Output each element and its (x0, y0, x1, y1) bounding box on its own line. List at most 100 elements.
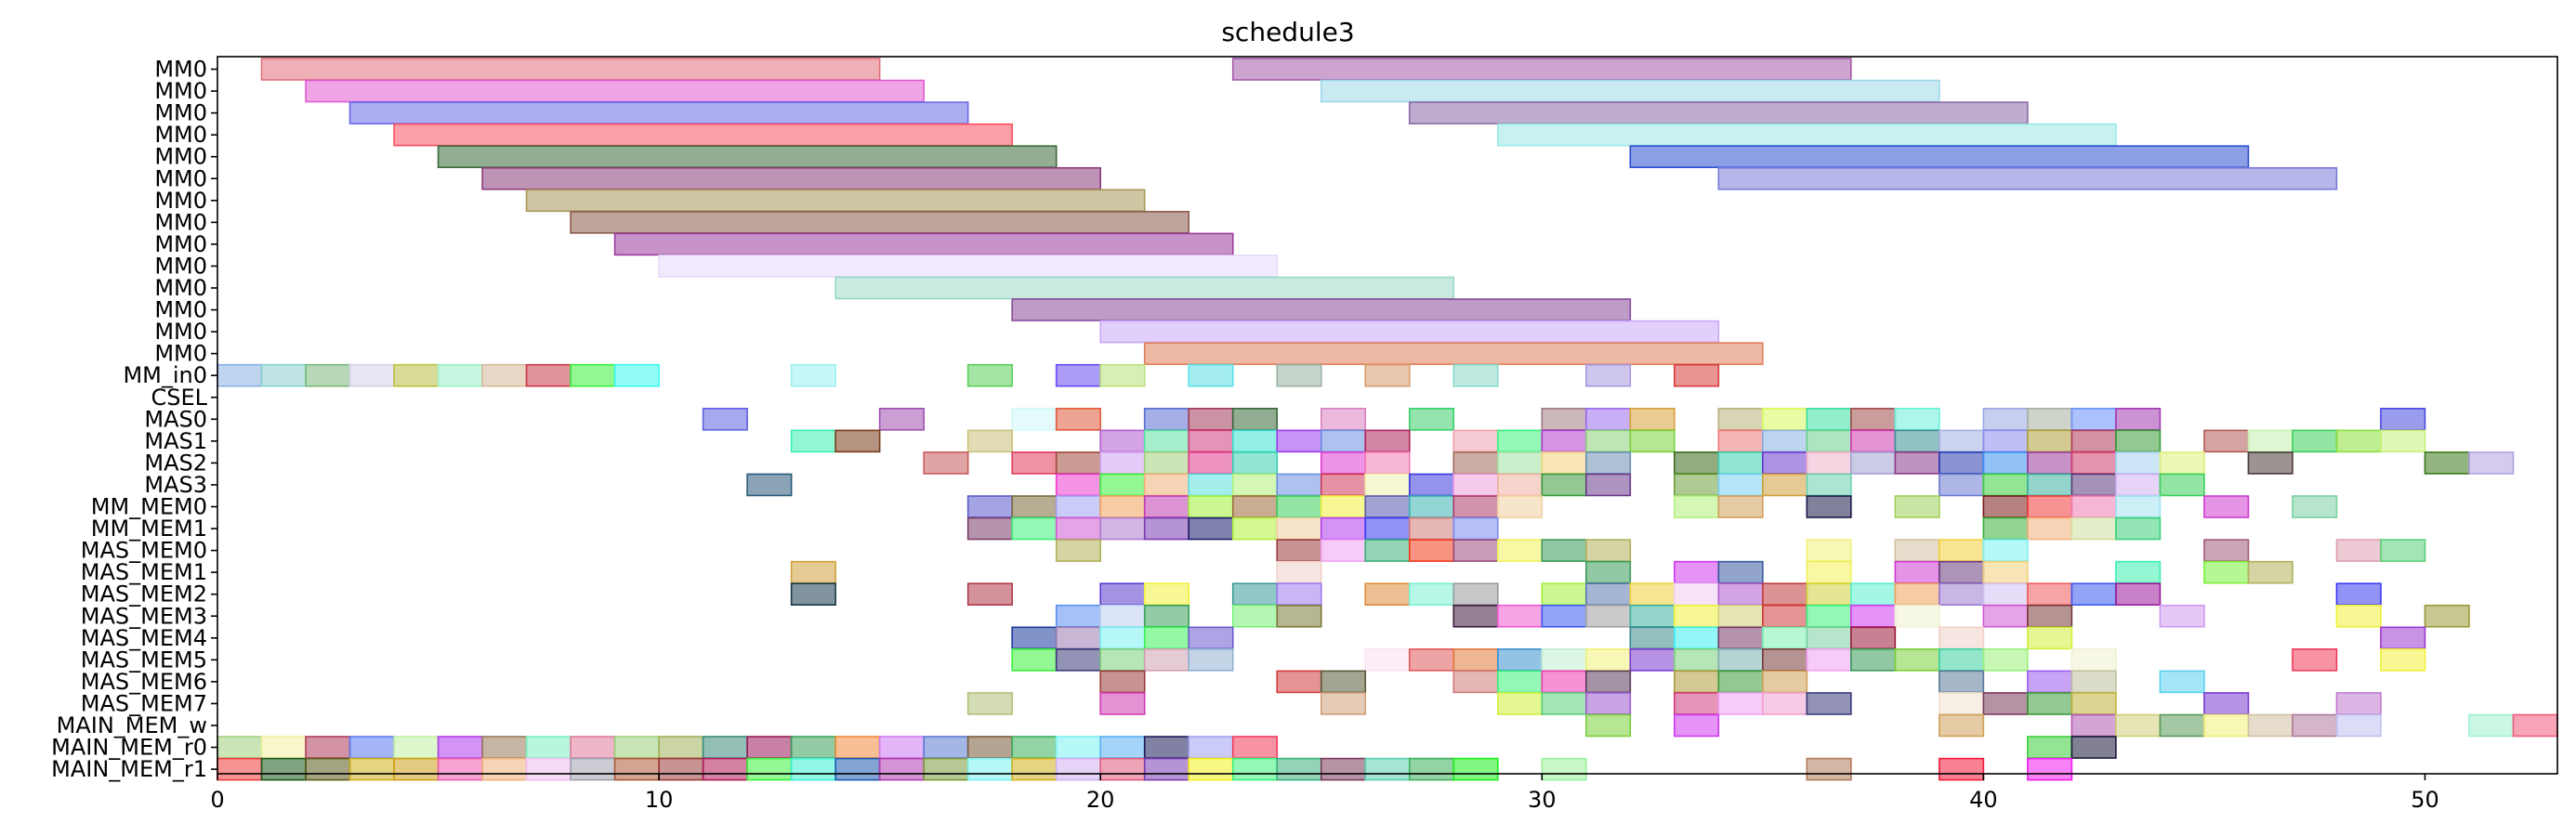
task-bar (1850, 604, 1897, 628)
task-bar (2027, 429, 2073, 453)
task-bar (1055, 495, 1101, 518)
task-bar (1939, 451, 1985, 475)
task-bar (1364, 495, 1411, 518)
task-bar (1320, 429, 1367, 453)
task-bar (613, 736, 660, 759)
task-bar (1452, 604, 1499, 628)
task-bar (2070, 516, 2117, 541)
task-bar (1320, 407, 1367, 431)
task-bar (1496, 429, 1544, 453)
task-bar (1099, 626, 1146, 650)
task-bar (1806, 582, 1852, 607)
y-tick-label: MM0 (154, 144, 207, 170)
task-bar (1894, 495, 1940, 518)
task-bar (2203, 713, 2250, 738)
y-tick-label: MM_MEM0 (91, 494, 207, 520)
task-bar (1894, 539, 1940, 562)
task-bar (2070, 648, 2117, 672)
task-bar (1939, 560, 1985, 584)
task-bar (1496, 123, 2117, 147)
task-bar (2027, 582, 2073, 607)
task-bar (1629, 145, 2250, 168)
task-bar (1055, 539, 1101, 562)
task-bar (1629, 626, 1676, 650)
task-bar (1408, 582, 1455, 607)
task-bar (1496, 648, 1544, 672)
task-bar (1762, 692, 1808, 715)
task-bar (1629, 604, 1676, 628)
task-bar (393, 757, 440, 781)
task-bar (1939, 626, 1985, 650)
task-bar (2027, 757, 2073, 781)
task-bar (437, 736, 483, 759)
task-bar (1939, 473, 1985, 497)
task-bar (923, 736, 969, 759)
task-bar (1806, 473, 1852, 497)
task-bar (2159, 473, 2205, 497)
y-tick-label: MAS0 (144, 406, 207, 432)
task-bar (746, 757, 793, 781)
task-bar (702, 407, 748, 431)
task-bar (1188, 495, 1234, 518)
y-tick-label: MAS_MEM0 (81, 538, 207, 564)
plot-frame (217, 56, 2558, 775)
task-bar (1939, 429, 1985, 453)
x-tick-label: 50 (2411, 787, 2439, 813)
task-bar (1629, 582, 1676, 607)
task-bar (1408, 539, 1455, 562)
y-tick-label: MM0 (154, 231, 207, 257)
task-bar (2292, 495, 2338, 518)
task-bar (1717, 692, 1764, 715)
task-bar (2070, 713, 2117, 738)
task-bar (1584, 648, 1632, 672)
task-bar (2115, 560, 2162, 584)
task-bar (1143, 451, 1190, 475)
y-tick-label: MM_MEM1 (91, 516, 207, 542)
task-bar (1231, 58, 1852, 81)
task-bar (658, 255, 1279, 278)
task-bar (1231, 451, 1279, 475)
task-bar (2247, 451, 2293, 475)
task-bar (835, 736, 881, 759)
task-bar (1717, 582, 1764, 607)
task-bar (1982, 582, 2029, 607)
task-bar (1408, 407, 1455, 431)
task-bar (437, 363, 483, 387)
task-bar (1806, 626, 1852, 650)
task-bar (613, 363, 660, 387)
task-bar (1541, 757, 1587, 781)
task-bar (966, 582, 1013, 607)
task-bar (1717, 670, 1764, 694)
y-tick-label: MAS_MEM6 (81, 669, 207, 695)
task-bar (1188, 736, 1234, 759)
task-bar (2115, 451, 2162, 475)
task-bar (2380, 429, 2426, 453)
x-tick-label: 0 (210, 787, 224, 813)
task-bar (1364, 757, 1411, 781)
task-bar (1099, 670, 1146, 694)
task-bar (1982, 516, 2029, 541)
task-bar (1541, 429, 1587, 453)
task-bar (2159, 713, 2205, 738)
task-bar (2027, 626, 2073, 650)
task-bar (1806, 539, 1852, 562)
task-bar (1541, 648, 1587, 672)
task-bar (1231, 582, 1279, 607)
task-bar (1452, 495, 1499, 518)
task-bar (1320, 692, 1367, 715)
task-bar (1717, 429, 1764, 453)
task-bar (1231, 495, 1279, 518)
task-bar (2159, 670, 2205, 694)
y-tick-label: MM0 (154, 319, 207, 345)
task-bar (1850, 407, 1897, 431)
task-bar (1496, 670, 1544, 694)
task-bar (1364, 451, 1411, 475)
task-bar (1320, 670, 1367, 694)
task-bar (658, 736, 704, 759)
task-bar (1762, 670, 1808, 694)
task-bar (393, 123, 1013, 147)
task-bar (1674, 495, 1720, 518)
task-bar (702, 757, 748, 781)
task-bar (2115, 495, 2162, 518)
task-bar (1276, 429, 1322, 453)
